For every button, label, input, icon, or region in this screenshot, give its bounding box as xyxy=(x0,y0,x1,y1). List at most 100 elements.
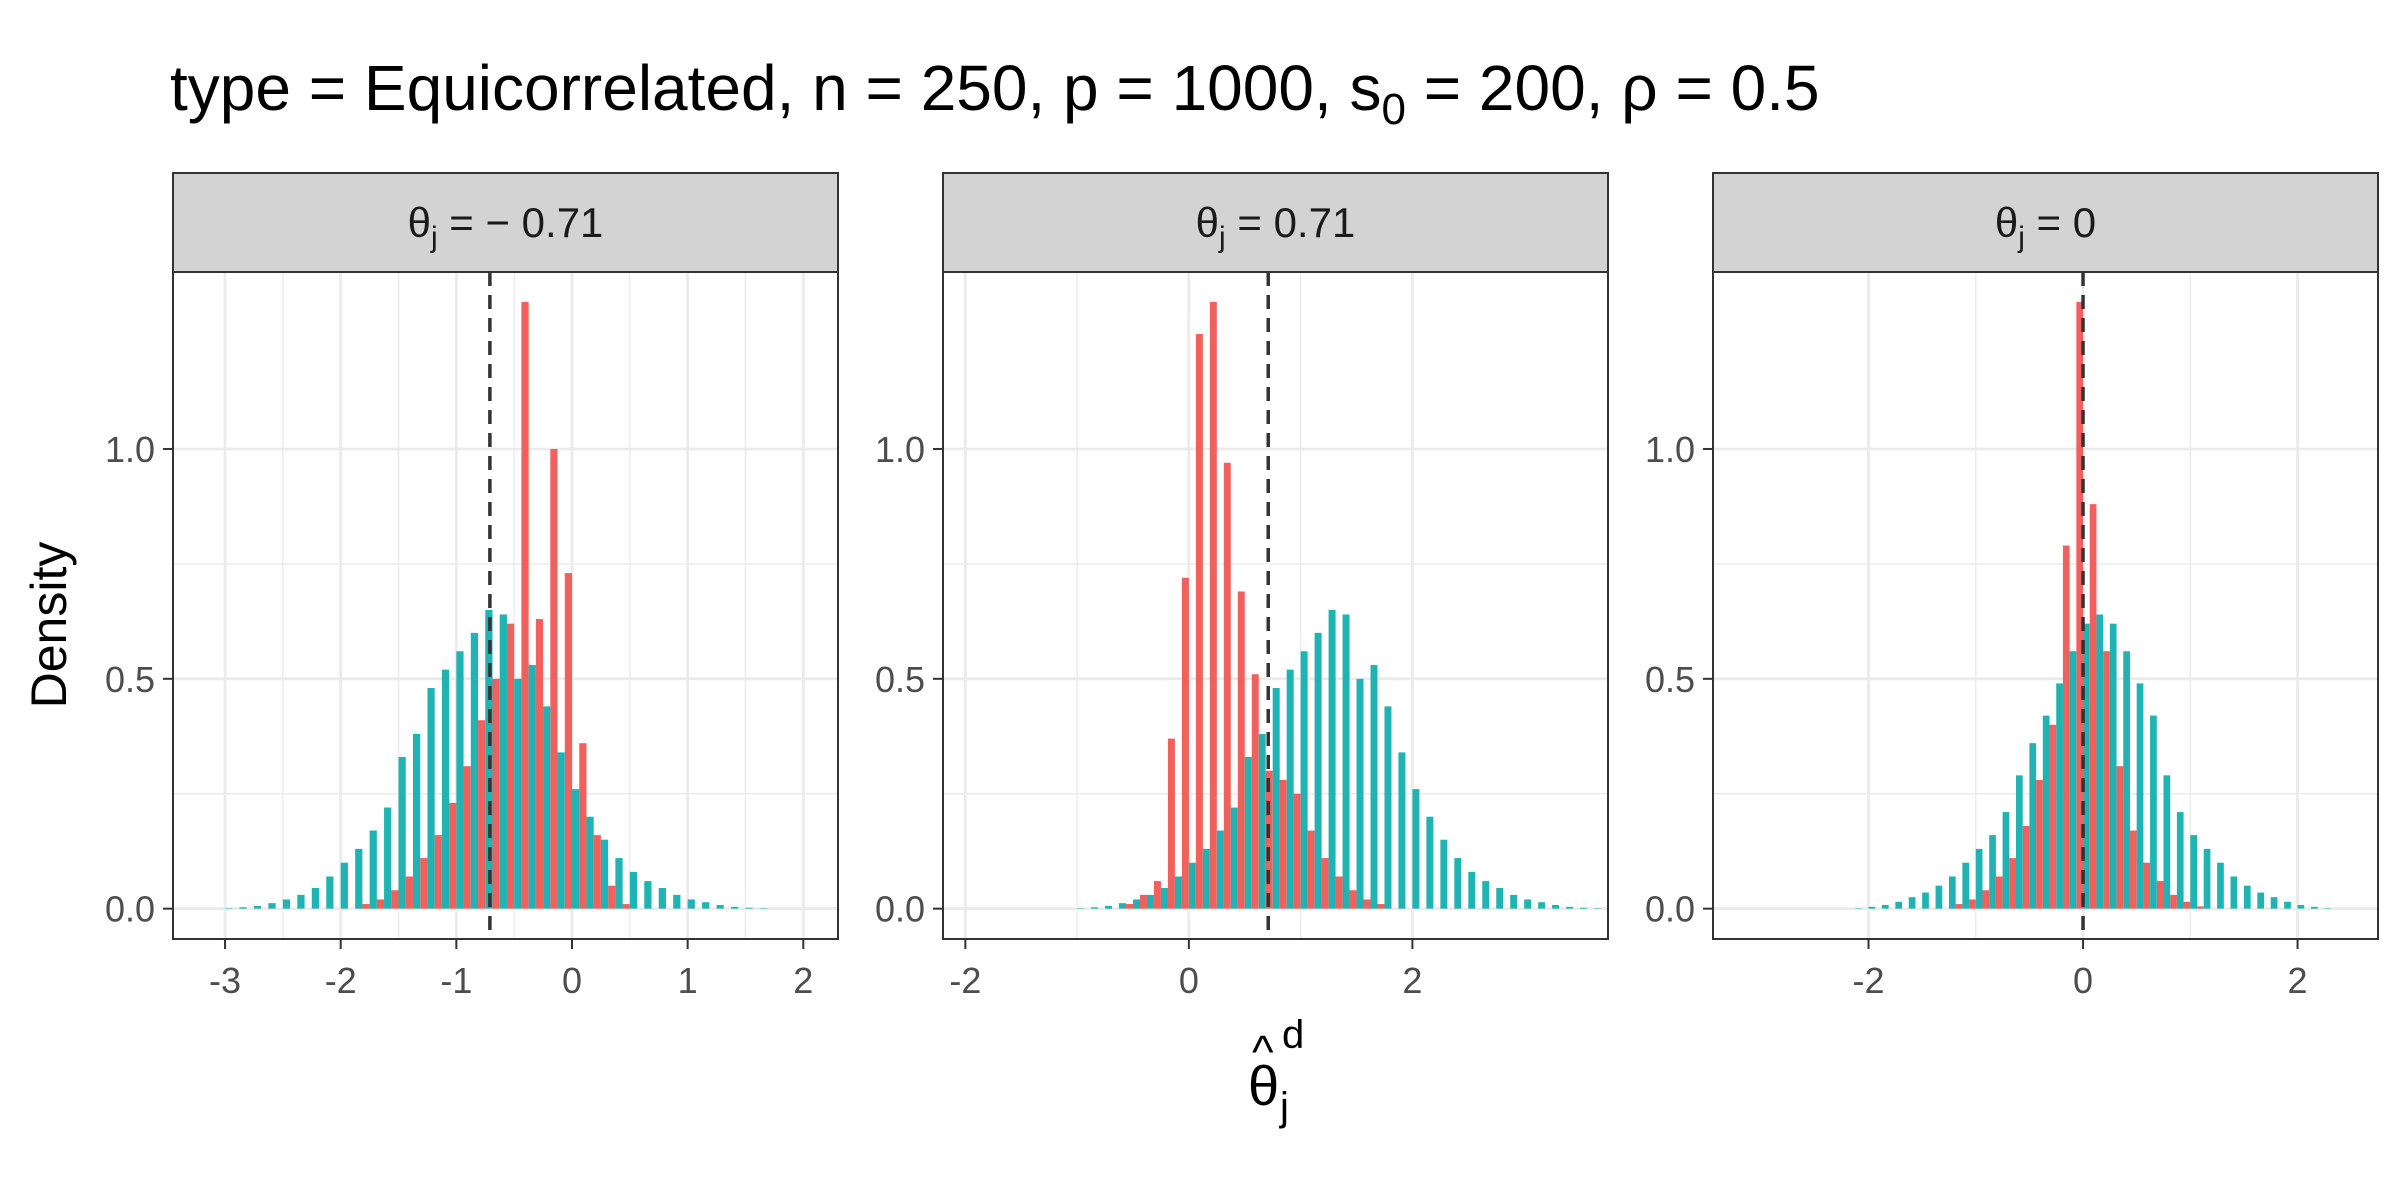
histogram-bar-teal xyxy=(687,899,695,909)
histogram-bar-teal xyxy=(1454,858,1462,909)
x-tick-label: 2 xyxy=(1402,960,1422,1001)
histogram-bar-teal xyxy=(355,848,363,909)
histogram-bar-teal xyxy=(586,816,594,909)
histogram-bar-red xyxy=(1995,876,2003,909)
histogram-bar-teal xyxy=(1468,871,1476,909)
title-subscript: 0 xyxy=(1382,85,1406,134)
histogram-bar-red xyxy=(2156,881,2164,909)
histogram-bar-red xyxy=(608,885,616,909)
histogram-bar-teal xyxy=(2096,614,2104,909)
histogram-bar-teal xyxy=(572,789,580,909)
histogram-bar-teal xyxy=(731,906,739,909)
histogram-bar-teal xyxy=(2150,715,2157,909)
x-tick-label: 0 xyxy=(1179,960,1199,1001)
x-title-hat: ^ xyxy=(1252,1026,1274,1078)
histogram-bar-red xyxy=(1195,334,1203,909)
y-tick-label: 0.0 xyxy=(875,889,925,930)
x-title-theta: θ xyxy=(1248,1054,1279,1117)
histogram-bar-red xyxy=(1167,738,1175,909)
histogram-bar-teal xyxy=(1895,901,1903,909)
strip-value: = 0 xyxy=(2025,199,2096,246)
histogram-bar-teal xyxy=(1962,862,1970,909)
histogram-bar-teal xyxy=(1286,669,1294,909)
x-tick-label: 1 xyxy=(678,960,698,1001)
strip-subscript: j xyxy=(2017,221,2025,254)
facet-strip xyxy=(172,172,839,273)
histogram-bar-teal xyxy=(644,881,652,909)
histogram-bar-red xyxy=(492,678,500,909)
histogram-bar-teal xyxy=(1160,887,1168,909)
histogram-bar-teal xyxy=(673,894,681,909)
histogram-bar-red xyxy=(1349,890,1357,909)
histogram-bar-red xyxy=(2022,825,2030,909)
histogram-bar-red xyxy=(391,890,399,909)
histogram-bar-teal xyxy=(1188,862,1196,909)
histogram-bar-red xyxy=(1377,904,1385,909)
histogram-bar-teal xyxy=(1133,899,1140,909)
histogram-bar-teal xyxy=(499,614,507,909)
histogram-bar-teal xyxy=(2217,862,2224,909)
histogram-bar-teal xyxy=(2284,901,2291,909)
histogram-bar-teal xyxy=(1922,892,1929,909)
histogram-bar-teal xyxy=(2056,683,2063,909)
x-tick-label: -2 xyxy=(949,960,981,1001)
facet-panel: θj = 0 0.0 0.5 1.0 -2 0 2 xyxy=(1645,172,2379,1001)
histogram-bar-teal xyxy=(1258,733,1266,909)
y-tick-label: 1.0 xyxy=(1645,429,1695,470)
histogram-bar-red xyxy=(2129,830,2137,909)
histogram-bar-teal xyxy=(1412,789,1420,909)
histogram-bar-teal xyxy=(2203,848,2211,909)
x-axis-title: θ^ dj xyxy=(1248,1013,1304,1129)
strip-subscript: j xyxy=(1218,221,1226,254)
facet-strip-label: θj = 0 xyxy=(1995,199,2096,254)
facet-strip xyxy=(1712,172,2379,273)
strip-value: = 0.71 xyxy=(1226,199,1356,246)
histogram-bar-teal xyxy=(1510,894,1518,909)
histogram-bar-red xyxy=(550,448,558,909)
x-tick-label: -2 xyxy=(325,960,357,1001)
histogram-bar-red xyxy=(2062,545,2070,909)
histogram-bar-teal xyxy=(2270,897,2278,909)
histogram-bar-teal xyxy=(1908,897,1916,909)
histogram-bar-teal xyxy=(1314,632,1322,909)
histogram-bar-teal xyxy=(1272,688,1280,909)
histogram-bar-teal xyxy=(2243,885,2251,909)
strip-subscript: j xyxy=(430,221,438,254)
x-tick-label: 2 xyxy=(793,960,813,1001)
histogram-bar-teal xyxy=(282,899,291,909)
histogram-bar-teal xyxy=(2297,904,2305,909)
histogram-bar-teal xyxy=(2123,651,2130,909)
histogram-bar-teal xyxy=(1384,706,1392,909)
histogram-bar-red xyxy=(1126,904,1133,909)
histogram-bar-red xyxy=(478,720,486,909)
histogram-bar-teal xyxy=(1868,906,1876,909)
histogram-bar-teal xyxy=(1328,609,1336,909)
histogram-bar-teal xyxy=(2163,775,2171,909)
histogram-bar-teal xyxy=(629,871,638,909)
histogram-bar-teal xyxy=(2257,892,2265,909)
histogram-bar-red xyxy=(2049,724,2057,909)
histogram-bar-red xyxy=(2183,901,2191,909)
histogram-bar-red xyxy=(1251,674,1259,909)
y-tick-label: 1.0 xyxy=(105,429,155,470)
histogram-bar-red xyxy=(593,835,601,909)
histogram-bar-teal xyxy=(441,669,450,909)
histogram-bar-red xyxy=(535,619,544,909)
facet-strip-label: θj = 0.71 xyxy=(1196,199,1356,254)
histogram-bar-teal xyxy=(2230,876,2238,909)
histogram-bar-red xyxy=(2036,779,2043,909)
histogram-bar-teal xyxy=(557,752,565,909)
histogram-bar-red xyxy=(1181,577,1189,909)
histogram-bar-teal xyxy=(297,894,305,909)
histogram-bar-teal xyxy=(1482,881,1490,909)
histogram-bar-red xyxy=(1223,462,1231,909)
x-title-superscript: d xyxy=(1282,1013,1304,1057)
histogram-bar-red xyxy=(1237,591,1245,909)
title-part: = 200, ρ = 0.5 xyxy=(1406,52,1820,124)
y-tick-label: 0.0 xyxy=(105,889,155,930)
histogram-bar-teal xyxy=(615,858,623,909)
x-tick-label: -3 xyxy=(209,960,241,1001)
histogram-bar-teal xyxy=(1091,907,1099,909)
histogram-bar-teal xyxy=(326,876,334,909)
